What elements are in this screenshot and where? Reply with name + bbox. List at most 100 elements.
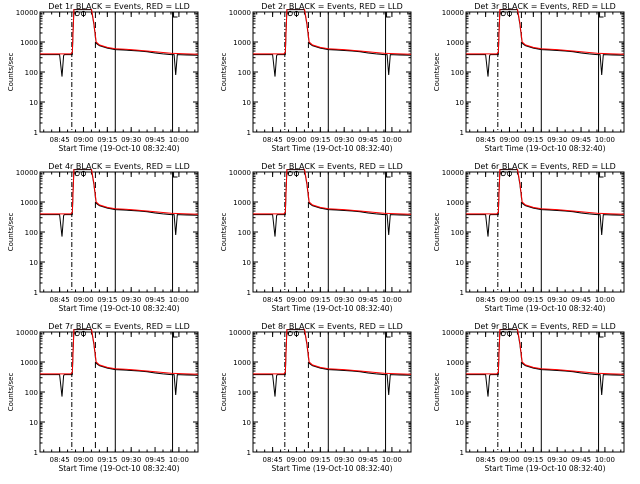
x-tick-label: 08:45	[263, 136, 283, 144]
y-axis-label: Counts/sec	[220, 53, 228, 92]
peak-marker-circle	[287, 330, 293, 337]
y-tick-label: 1	[34, 289, 38, 297]
x-axis-label: Start Time (19-Oct-10 08:32:40)	[58, 304, 179, 313]
detector-panel: Det 2r BLACK = Events, RED = LLD 1 10 100 10…	[220, 2, 412, 153]
peak-marker-circle	[506, 170, 513, 177]
x-tick-label: 08:45	[50, 296, 70, 304]
y-tick-label: 10000	[16, 9, 38, 17]
panel-title: Det 3r BLACK = Events, RED = LLD	[474, 2, 616, 11]
y-tick-label: 1	[460, 289, 464, 297]
x-tick-label: 10:00	[595, 296, 615, 304]
panel-title: Det 7r BLACK = Events, RED = LLD	[48, 322, 190, 331]
x-tick-label: 10:00	[169, 456, 189, 464]
x-tick-label: 09:45	[571, 296, 591, 304]
peak-marker-circle	[500, 10, 506, 17]
x-tick-label: 09:15	[523, 296, 543, 304]
x-tick-label: 10:00	[169, 136, 189, 144]
x-tick-label: 08:45	[476, 296, 496, 304]
x-tick-label: 09:15	[310, 296, 330, 304]
y-tick-label: 10000	[16, 329, 38, 337]
x-axis-label: Start Time (19-Oct-10 08:32:40)	[58, 464, 179, 473]
y-tick-label: 10	[29, 99, 38, 107]
y-tick-label: 10	[455, 419, 464, 427]
peak-marker-circle	[506, 330, 513, 337]
y-tick-label: 1000	[446, 39, 464, 47]
peak-marker-circle	[80, 330, 87, 337]
panel-title: Det 4r BLACK = Events, RED = LLD	[48, 162, 190, 171]
y-tick-label: 100	[451, 229, 464, 237]
y-tick-label: 1	[247, 129, 251, 137]
x-tick-label: 08:45	[476, 136, 496, 144]
x-tick-label: 08:45	[476, 456, 496, 464]
x-tick-label: 09:45	[145, 456, 165, 464]
x-tick-label: 09:00	[286, 296, 306, 304]
y-tick-label: 10000	[442, 329, 464, 337]
detector-panel: Det 7r BLACK = Events, RED = LLD 1 10 100 10…	[7, 322, 199, 473]
x-tick-label: 09:00	[499, 136, 519, 144]
detector-panel: Det 5r BLACK = Events, RED = LLD 1 10 100 10…	[220, 162, 412, 313]
y-axis-label: Counts/sec	[220, 213, 228, 252]
x-tick-label: 09:15	[523, 136, 543, 144]
y-tick-label: 1000	[446, 359, 464, 367]
x-tick-label: 09:45	[145, 136, 165, 144]
detector-panel: Det 9r BLACK = Events, RED = LLD 1 10 100 10…	[433, 322, 625, 473]
y-tick-label: 1	[460, 449, 464, 457]
x-tick-label: 09:00	[73, 456, 93, 464]
x-tick-label: 08:45	[50, 456, 70, 464]
panel-title: Det 6r BLACK = Events, RED = LLD	[474, 162, 616, 171]
lld-series-line	[40, 329, 198, 375]
x-tick-label: 09:30	[121, 136, 141, 144]
y-tick-label: 100	[25, 229, 38, 237]
peak-marker-circle	[500, 330, 506, 337]
detector-panel: Det 8r BLACK = Events, RED = LLD 1 10 100 10…	[220, 322, 412, 473]
panel-title: Det 2r BLACK = Events, RED = LLD	[261, 2, 403, 11]
y-tick-label: 10	[455, 259, 464, 267]
peak-marker-circle	[293, 170, 300, 177]
x-tick-label: 09:00	[499, 296, 519, 304]
y-tick-label: 10000	[229, 329, 251, 337]
lld-series-line	[253, 9, 411, 55]
x-tick-label: 09:45	[358, 456, 378, 464]
detector-panel: Det 3r BLACK = Events, RED = LLD 1 10 100 10…	[433, 2, 625, 153]
y-tick-label: 1000	[233, 359, 251, 367]
x-tick-label: 09:30	[547, 136, 567, 144]
x-tick-label: 09:15	[97, 456, 117, 464]
y-axis-label: Counts/sec	[433, 373, 441, 412]
y-tick-label: 10000	[229, 9, 251, 17]
corner-bracket	[173, 332, 178, 338]
x-tick-label: 09:00	[286, 136, 306, 144]
corner-bracket	[599, 172, 604, 178]
x-tick-label: 10:00	[169, 296, 189, 304]
y-tick-label: 1000	[20, 359, 38, 367]
y-axis-label: Counts/sec	[433, 213, 441, 252]
y-tick-label: 10000	[442, 169, 464, 177]
y-axis-label: Counts/sec	[220, 373, 228, 412]
lld-series-line	[466, 9, 624, 55]
corner-bracket	[386, 332, 391, 338]
peak-marker-circle	[74, 170, 80, 177]
x-tick-label: 09:30	[547, 296, 567, 304]
peak-marker-circle	[500, 170, 506, 177]
y-tick-label: 10000	[229, 169, 251, 177]
x-tick-label: 09:15	[310, 136, 330, 144]
y-tick-label: 10	[242, 99, 251, 107]
y-tick-label: 100	[238, 389, 251, 397]
lld-series-line	[40, 169, 198, 215]
panel-title: Det 5r BLACK = Events, RED = LLD	[261, 162, 403, 171]
corner-bracket	[386, 172, 391, 178]
x-tick-label: 10:00	[382, 296, 402, 304]
detector-panel: Det 6r BLACK = Events, RED = LLD 1 10 100 10…	[433, 162, 625, 313]
x-tick-label: 09:45	[571, 456, 591, 464]
peak-marker-circle	[80, 10, 87, 17]
y-tick-label: 100	[238, 229, 251, 237]
x-axis-label: Start Time (19-Oct-10 08:32:40)	[271, 144, 392, 153]
y-tick-label: 10000	[442, 9, 464, 17]
y-tick-label: 1000	[446, 199, 464, 207]
y-tick-label: 100	[25, 389, 38, 397]
y-tick-label: 1	[460, 129, 464, 137]
lld-series-line	[253, 169, 411, 215]
lld-series-line	[466, 329, 624, 375]
x-tick-label: 09:30	[334, 136, 354, 144]
